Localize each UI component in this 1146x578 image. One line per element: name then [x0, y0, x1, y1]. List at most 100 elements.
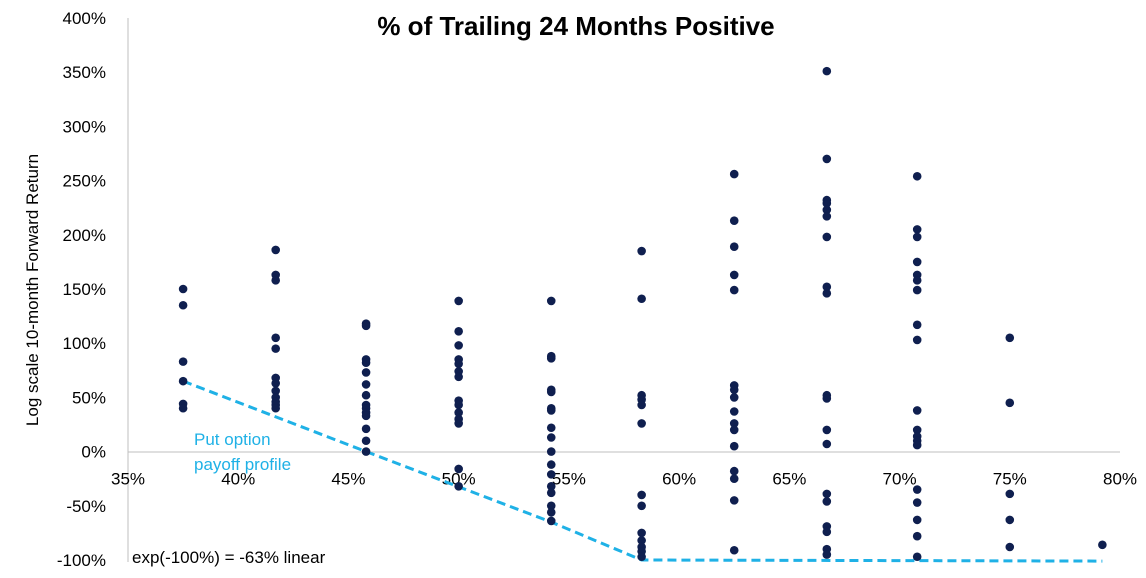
scatter-point: [178, 300, 188, 310]
scatter-point: [729, 466, 739, 476]
scatter-points: [178, 66, 1107, 562]
scatter-point: [822, 550, 832, 559]
x-tick-label: 60%: [662, 470, 696, 489]
scatter-point: [454, 481, 463, 491]
scatter-point: [822, 282, 832, 292]
y-tick-labels: 400% 350% 300% 250% 200% 150% 100% 50% 0% -50% -10…: [57, 9, 106, 570]
scatter-point: [729, 242, 739, 252]
scatter-point: [912, 406, 922, 415]
chart-title: % of Trailing 24 Months Positive: [377, 11, 774, 41]
scatter-point: [822, 527, 832, 537]
scatter-point: [454, 359, 463, 369]
scatter-point: [361, 411, 371, 421]
scatter-point: [729, 393, 739, 402]
scatter-point: [822, 425, 832, 435]
scatter-point: [637, 501, 646, 511]
scatter-point: [637, 294, 646, 304]
scatter-point: [822, 439, 832, 449]
y-tick-label: -50%: [66, 497, 106, 516]
scatter-point: [637, 400, 646, 410]
scatter-point: [822, 66, 832, 76]
y-tick-label: 350%: [63, 63, 106, 82]
scatter-point: [271, 245, 280, 255]
scatter-point: [912, 276, 922, 285]
scatter-point: [271, 333, 280, 343]
scatter-point: [546, 447, 556, 456]
scatter-point: [271, 403, 280, 413]
scatter-point: [822, 199, 832, 208]
scatter-point: [546, 354, 556, 363]
scatter-point: [729, 441, 739, 451]
scatter-point: [637, 552, 646, 562]
scatter-point: [822, 232, 832, 242]
scatter-point: [912, 425, 922, 435]
scatter-point: [729, 419, 739, 428]
scatter-point: [729, 270, 739, 280]
scatter-point: [912, 485, 922, 494]
scatter-point: [546, 470, 556, 479]
scatter-point: [822, 497, 832, 506]
y-tick-label: 50%: [72, 388, 106, 407]
scatter-point: [546, 433, 556, 442]
scatter-point: [546, 501, 556, 511]
scatter-point: [822, 205, 832, 215]
scatter-point: [822, 154, 832, 164]
scatter-point: [729, 474, 739, 484]
scatter-point: [546, 406, 556, 415]
scatter-point: [637, 536, 646, 545]
scatter-point: [912, 285, 922, 295]
y-tick-label: 200%: [63, 226, 106, 245]
scatter-point: [912, 440, 922, 450]
scatter-point: [637, 246, 646, 256]
scatter-point: [912, 257, 922, 267]
y-tick-label: 250%: [63, 172, 106, 191]
scatter-point: [729, 169, 739, 179]
scatter-point: [361, 380, 371, 389]
y-tick-label: 150%: [63, 280, 106, 299]
scatter-point: [361, 368, 371, 377]
scatter-point: [546, 387, 556, 397]
scatter-point: [361, 321, 371, 331]
scatter-point: [1005, 489, 1015, 499]
x-tick-label: 65%: [772, 470, 806, 489]
scatter-point: [546, 481, 556, 491]
scatter-point: [271, 344, 280, 353]
scatter-point: [361, 424, 371, 434]
scatter-point: [361, 436, 371, 446]
scatter-point: [178, 357, 188, 366]
scatter-point: [1005, 515, 1015, 525]
scatter-point: [1005, 333, 1015, 343]
scatter-point: [912, 232, 922, 242]
scatter-point: [729, 216, 739, 226]
scatter-point: [637, 419, 646, 428]
scatter-point: [546, 516, 556, 526]
scatter-point: [822, 289, 832, 298]
scatter-point: [912, 552, 922, 562]
scatter-point: [729, 496, 739, 505]
scatter-point: [271, 276, 280, 285]
scatter-point: [546, 488, 556, 498]
scatter-point: [546, 423, 556, 433]
y-tick-label: 0%: [81, 443, 106, 462]
x-tick-label: 70%: [883, 470, 917, 489]
scatter-point: [822, 394, 832, 403]
scatter-point: [546, 508, 556, 517]
y-tick-label: 100%: [63, 334, 106, 353]
exp-annotation: exp(-100%) = -63% linear: [132, 548, 326, 567]
scatter-point: [822, 212, 832, 221]
y-axis-label: Log scale 10-month Forward Return: [23, 154, 42, 426]
scatter-point: [454, 372, 463, 382]
scatter-point: [361, 390, 371, 400]
scatter-point: [912, 515, 922, 525]
scatter-point: [729, 545, 739, 555]
scatter-point: [912, 225, 922, 234]
scatter-point: [361, 358, 371, 368]
scatter-point: [729, 385, 739, 395]
x-tick-label: 40%: [221, 470, 255, 489]
scatter-point: [271, 379, 280, 388]
scatter-point: [271, 386, 280, 396]
y-tick-label: -100%: [57, 551, 106, 570]
scatter-point: [1005, 398, 1015, 408]
scatter-point: [729, 407, 739, 416]
